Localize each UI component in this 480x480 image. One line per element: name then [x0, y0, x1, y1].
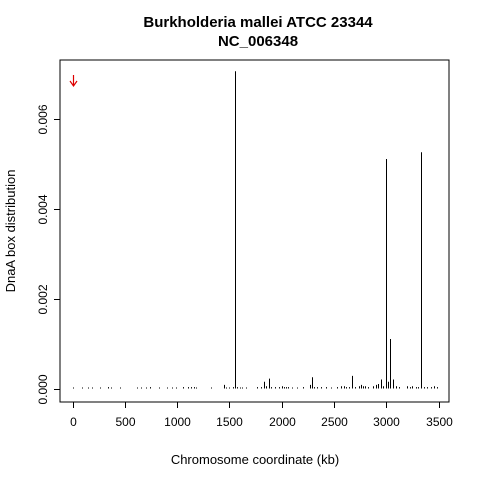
x-axis-label: Chromosome coordinate (kb)	[171, 452, 339, 467]
origin-arrow-icon	[69, 75, 78, 88]
y-tick-label-2: 0.004	[36, 194, 50, 224]
chart-title: Burkholderia mallei ATCC 23344	[143, 14, 373, 31]
y-axis: 0.000 0.002 0.004 0.006	[36, 104, 60, 405]
x-tick-label-2: 1000	[164, 415, 191, 429]
plot-frame	[59, 59, 450, 403]
y-tick-label-1: 0.002	[36, 284, 50, 314]
chart-subtitle: NC_006348	[218, 33, 298, 50]
x-tick-label-6: 3000	[373, 415, 400, 429]
x-axis: 0 500 1000 1500 2000 2500 3000 3500	[70, 402, 453, 429]
y-tick-label-3: 0.006	[36, 104, 50, 134]
origin-marker	[69, 75, 78, 88]
y-tick-label-0: 0.000	[36, 374, 50, 404]
x-tick-label-4: 2000	[269, 415, 296, 429]
x-tick-label-0: 0	[70, 415, 77, 429]
x-tick-label-5: 2500	[321, 415, 348, 429]
y-axis-label: DnaA box distribution	[3, 170, 18, 293]
x-tick-label-3: 1500	[216, 415, 243, 429]
x-tick-label-7: 3500	[426, 415, 453, 429]
x-tick-label-1: 500	[115, 415, 135, 429]
spike-series	[73, 71, 438, 389]
